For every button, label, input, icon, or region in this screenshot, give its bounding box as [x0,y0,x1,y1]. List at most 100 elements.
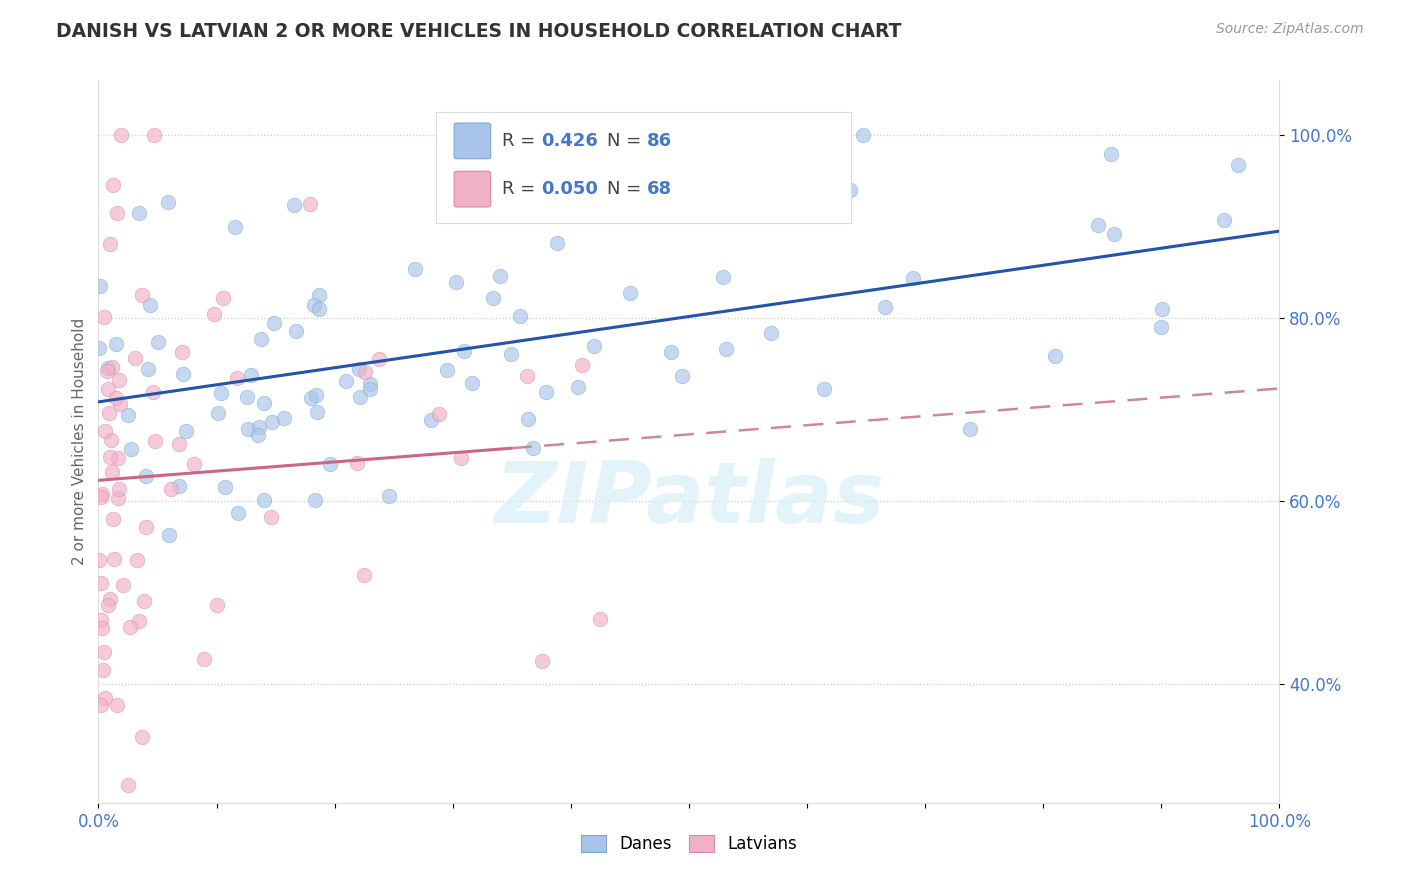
Point [93,663,115,677]
Point [100,433,122,447]
Point [482,291,505,305]
Point [959,422,981,436]
Point [1087,219,1109,233]
Point [205,598,228,612]
Point [308,301,330,316]
Point [236,390,259,404]
Point [1043,350,1066,364]
Text: 68: 68 [647,180,672,198]
Point [183,457,205,471]
Point [202,307,225,321]
Text: DANISH VS LATVIAN 2 OR MORE VEHICLES IN HOUSEHOLD CORRELATION CHART: DANISH VS LATVIAN 2 OR MORE VEHICLES IN … [56,22,901,41]
Point [107,374,129,388]
Text: 86: 86 [647,132,672,150]
Point [101,359,124,374]
Point [349,362,371,376]
Point [94,424,117,438]
Point [250,333,273,347]
Point [308,287,330,301]
Point [131,287,153,301]
Point [111,577,134,591]
Point [546,235,568,250]
Point [124,351,146,365]
Text: Source: ZipAtlas.com: Source: ZipAtlas.com [1216,22,1364,37]
Point [101,511,124,525]
Point [214,480,236,494]
Point [125,553,148,567]
Point [94,690,117,705]
Point [90,613,112,627]
Point [516,369,538,384]
Text: ZIPatlas: ZIPatlas [494,458,884,541]
Point [711,270,734,285]
Point [582,339,605,353]
Point [516,412,538,426]
Point [89,341,111,355]
Point [96,364,118,378]
Point [136,362,159,376]
Point [117,777,139,791]
Point [404,262,426,277]
Point [359,382,381,396]
Point [148,334,170,349]
Point [305,388,328,402]
Point [420,413,443,427]
Point [118,620,141,634]
Point [98,406,121,420]
Point [522,441,544,455]
Point [98,450,121,464]
Point [260,416,283,430]
Point [98,591,121,606]
Point [453,343,475,358]
Point [211,386,233,401]
Point [353,365,375,379]
Point [852,128,875,143]
Point [813,382,835,396]
Point [128,206,150,220]
Text: 0.426: 0.426 [541,132,598,150]
Point [253,396,276,410]
Point [225,371,247,385]
Point [758,154,780,169]
Point [108,482,131,496]
Point [714,342,737,356]
Point [253,492,276,507]
Point [1227,158,1250,172]
Point [299,392,322,406]
Point [211,291,233,305]
Point [903,271,925,285]
Point [167,478,190,492]
Point [110,128,132,143]
Point [263,316,285,330]
Point [138,298,160,312]
Point [105,698,128,712]
Point [645,138,668,153]
Point [101,465,124,479]
Point [873,300,896,314]
Point [509,309,531,323]
Point [104,391,127,405]
Point [349,390,371,404]
Point [359,376,381,391]
Point [305,405,328,419]
Y-axis label: 2 or more Vehicles in Household: 2 or more Vehicles in Household [72,318,87,566]
Point [97,360,120,375]
Text: R =: R = [502,132,541,150]
Point [157,528,180,542]
Point [90,575,112,590]
Point [1150,301,1173,316]
Point [90,698,112,713]
Point [236,422,259,436]
Point [156,194,179,209]
Point [499,347,522,361]
Point [128,614,150,628]
Point [619,286,641,301]
Point [246,428,269,442]
Point [90,621,112,635]
Point [107,451,129,466]
Point [298,197,321,211]
Point [839,183,862,197]
Point [131,730,153,744]
Point [588,612,610,626]
Text: N =: N = [607,180,647,198]
